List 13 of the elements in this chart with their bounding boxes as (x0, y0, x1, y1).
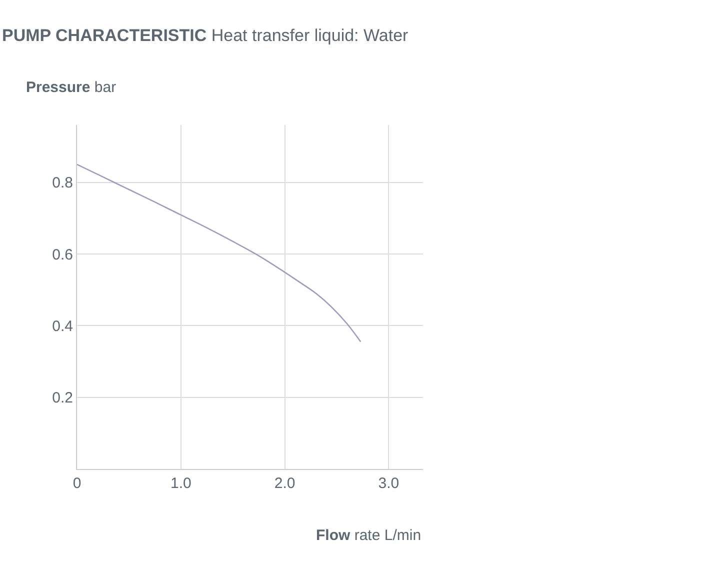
y-tick-label: 0.4 (52, 318, 73, 335)
x-tick-label: 1.0 (170, 475, 192, 492)
x-tick-label: 3.0 (378, 475, 400, 492)
y-tick-label: 0.6 (52, 246, 73, 264)
x-tick-label: 0 (72, 475, 82, 492)
line-series (77, 164, 362, 342)
x-tick-label: 2.0 (274, 475, 296, 492)
y-tick-label: 0.2 (52, 390, 73, 407)
chart-subtitle: Heat transfer liquid: Water (211, 26, 408, 45)
y-tick-label: 0.8 (52, 174, 73, 192)
x-axis-title: Flow rate L/min (316, 527, 422, 544)
y-axis-title: Pressure bar (26, 79, 116, 96)
chart-title: PUMP CHARACTERISTIC (2, 26, 207, 45)
